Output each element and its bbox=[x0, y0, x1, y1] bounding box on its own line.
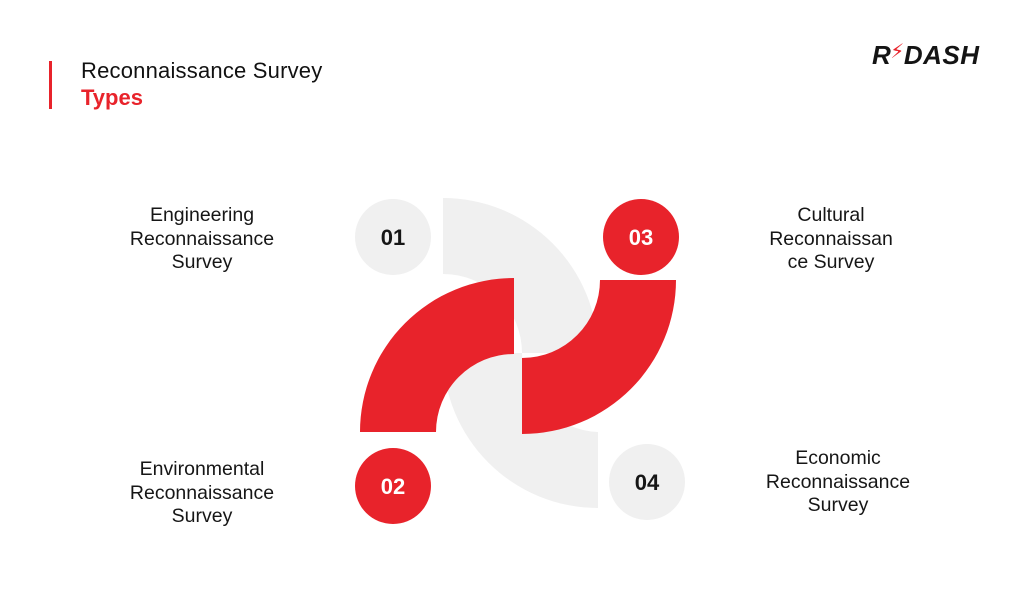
lightning-bolt-icon: ⚡ bbox=[890, 41, 905, 63]
step-02-badge: 02 bbox=[355, 448, 431, 524]
step-03-label: Cultural Reconnaissan ce Survey bbox=[769, 204, 893, 273]
step-01-badge: 01 bbox=[355, 199, 431, 275]
step-04-label: Economic Reconnaissance Survey bbox=[765, 447, 911, 516]
red-arc-left bbox=[360, 278, 514, 432]
red-arc-right bbox=[522, 280, 676, 434]
page-subtitle: Types bbox=[81, 85, 143, 110]
step-03-badge: 03 bbox=[603, 199, 679, 275]
step-01-label: Engineering Reconnaissance Survey bbox=[129, 204, 275, 273]
gray-arc-bottom bbox=[443, 353, 598, 508]
brand-logo: R⚡DASH bbox=[872, 40, 980, 71]
step-02-number: 02 bbox=[381, 474, 405, 499]
step-04-number: 04 bbox=[635, 470, 660, 495]
step-02-label: Environmental Reconnaissance Survey bbox=[129, 458, 275, 527]
gray-arc-top bbox=[443, 198, 598, 353]
page-title: Reconnaissance Survey bbox=[81, 58, 323, 83]
step-03-number: 03 bbox=[629, 225, 653, 250]
logo-letter-r: R bbox=[872, 40, 892, 70]
step-04-badge: 04 bbox=[609, 444, 685, 520]
step-01-number: 01 bbox=[381, 225, 405, 250]
logo-word-dash: DASH bbox=[903, 40, 980, 70]
title-accent-bar bbox=[49, 61, 52, 109]
